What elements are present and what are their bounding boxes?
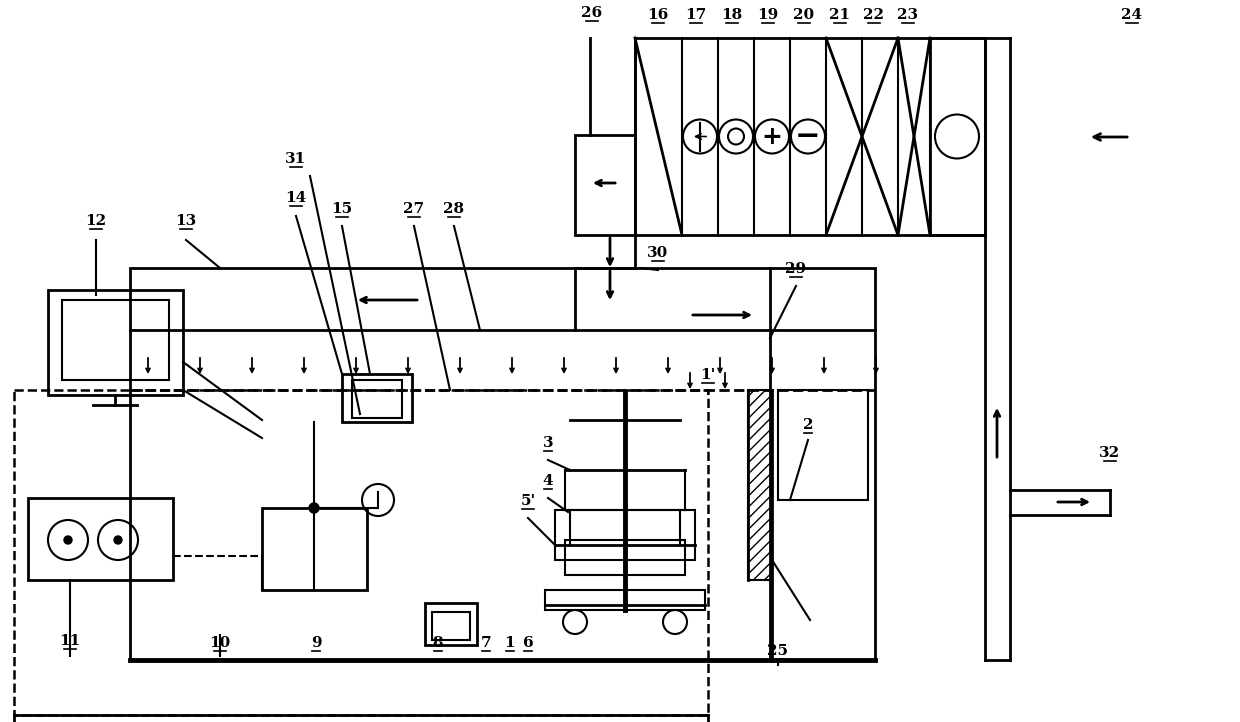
Circle shape bbox=[114, 536, 122, 544]
Text: 27: 27 bbox=[403, 202, 424, 216]
Text: 9: 9 bbox=[311, 636, 321, 650]
Text: 2: 2 bbox=[802, 418, 813, 432]
Text: 4: 4 bbox=[543, 474, 553, 488]
Bar bbox=[29, 498, 174, 580]
Text: 18: 18 bbox=[722, 8, 743, 22]
Circle shape bbox=[64, 536, 72, 544]
Text: 5': 5' bbox=[521, 494, 536, 508]
Text: 30: 30 bbox=[647, 246, 668, 260]
Circle shape bbox=[309, 503, 319, 513]
Bar bbox=[352, 380, 402, 418]
Text: −: − bbox=[795, 122, 821, 151]
Text: 21: 21 bbox=[830, 8, 851, 22]
Bar bbox=[546, 590, 706, 610]
Text: 13: 13 bbox=[175, 214, 197, 228]
Text: 28: 28 bbox=[444, 202, 465, 216]
Text: 31: 31 bbox=[285, 152, 306, 166]
Text: 24: 24 bbox=[1121, 8, 1142, 22]
Text: 6: 6 bbox=[523, 636, 533, 650]
Text: 23: 23 bbox=[898, 8, 919, 22]
Text: 10: 10 bbox=[210, 636, 231, 650]
Bar bbox=[48, 290, 184, 395]
Bar bbox=[748, 390, 773, 580]
Text: 12: 12 bbox=[86, 214, 107, 228]
Bar bbox=[62, 300, 169, 380]
Bar bbox=[635, 38, 985, 235]
Text: 22: 22 bbox=[863, 8, 884, 22]
Text: +: + bbox=[761, 124, 782, 149]
Text: 20: 20 bbox=[794, 8, 815, 22]
Text: 19: 19 bbox=[758, 8, 779, 22]
Text: 1: 1 bbox=[505, 636, 516, 650]
Bar bbox=[565, 540, 684, 575]
Text: 11: 11 bbox=[60, 634, 81, 648]
Text: 7: 7 bbox=[481, 636, 491, 650]
Bar bbox=[342, 374, 412, 422]
Bar bbox=[130, 268, 875, 660]
Text: 15: 15 bbox=[331, 202, 352, 216]
Text: 17: 17 bbox=[686, 8, 707, 22]
Bar bbox=[556, 510, 694, 560]
Bar bbox=[432, 612, 470, 640]
Text: 16: 16 bbox=[647, 8, 668, 22]
Text: 14: 14 bbox=[285, 191, 306, 205]
Text: 8: 8 bbox=[433, 636, 444, 650]
Bar bbox=[777, 390, 868, 500]
Bar bbox=[425, 603, 477, 645]
Bar bbox=[262, 508, 367, 590]
Text: 32: 32 bbox=[1100, 446, 1121, 460]
Text: 29: 29 bbox=[785, 262, 806, 276]
Bar bbox=[930, 38, 985, 235]
Text: 26: 26 bbox=[582, 6, 603, 20]
Text: 3: 3 bbox=[543, 436, 553, 450]
Text: 1': 1' bbox=[701, 368, 715, 382]
Text: 25: 25 bbox=[768, 644, 789, 658]
Bar bbox=[575, 135, 635, 235]
